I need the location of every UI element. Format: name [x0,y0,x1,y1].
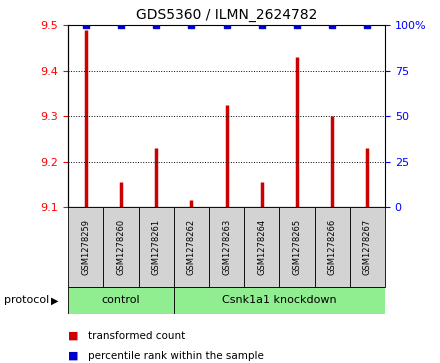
Bar [209,207,244,287]
Text: GSM1278261: GSM1278261 [152,219,161,275]
Text: ■: ■ [68,331,79,341]
Text: protocol: protocol [4,295,50,305]
Text: GSM1278263: GSM1278263 [222,219,231,275]
Text: GSM1278262: GSM1278262 [187,219,196,275]
Bar [315,207,350,287]
Text: percentile rank within the sample: percentile rank within the sample [88,351,264,361]
Text: transformed count: transformed count [88,331,185,341]
Text: control: control [102,295,140,305]
Text: GSM1278266: GSM1278266 [328,219,337,275]
Bar [174,207,209,287]
Bar [350,207,385,287]
Bar [68,207,103,287]
Title: GDS5360 / ILMN_2624782: GDS5360 / ILMN_2624782 [136,8,317,22]
Bar [103,207,139,287]
Text: GSM1278259: GSM1278259 [81,219,90,275]
Bar [279,207,315,287]
Text: GSM1278260: GSM1278260 [117,219,125,275]
Bar [244,207,279,287]
Text: GSM1278264: GSM1278264 [257,219,266,275]
Bar [68,287,174,314]
Text: GSM1278267: GSM1278267 [363,219,372,275]
Bar [174,287,385,314]
Text: ▶: ▶ [51,295,58,305]
Bar [139,207,174,287]
Text: Csnk1a1 knockdown: Csnk1a1 knockdown [222,295,337,305]
Text: GSM1278265: GSM1278265 [293,219,301,275]
Text: ■: ■ [68,351,79,361]
